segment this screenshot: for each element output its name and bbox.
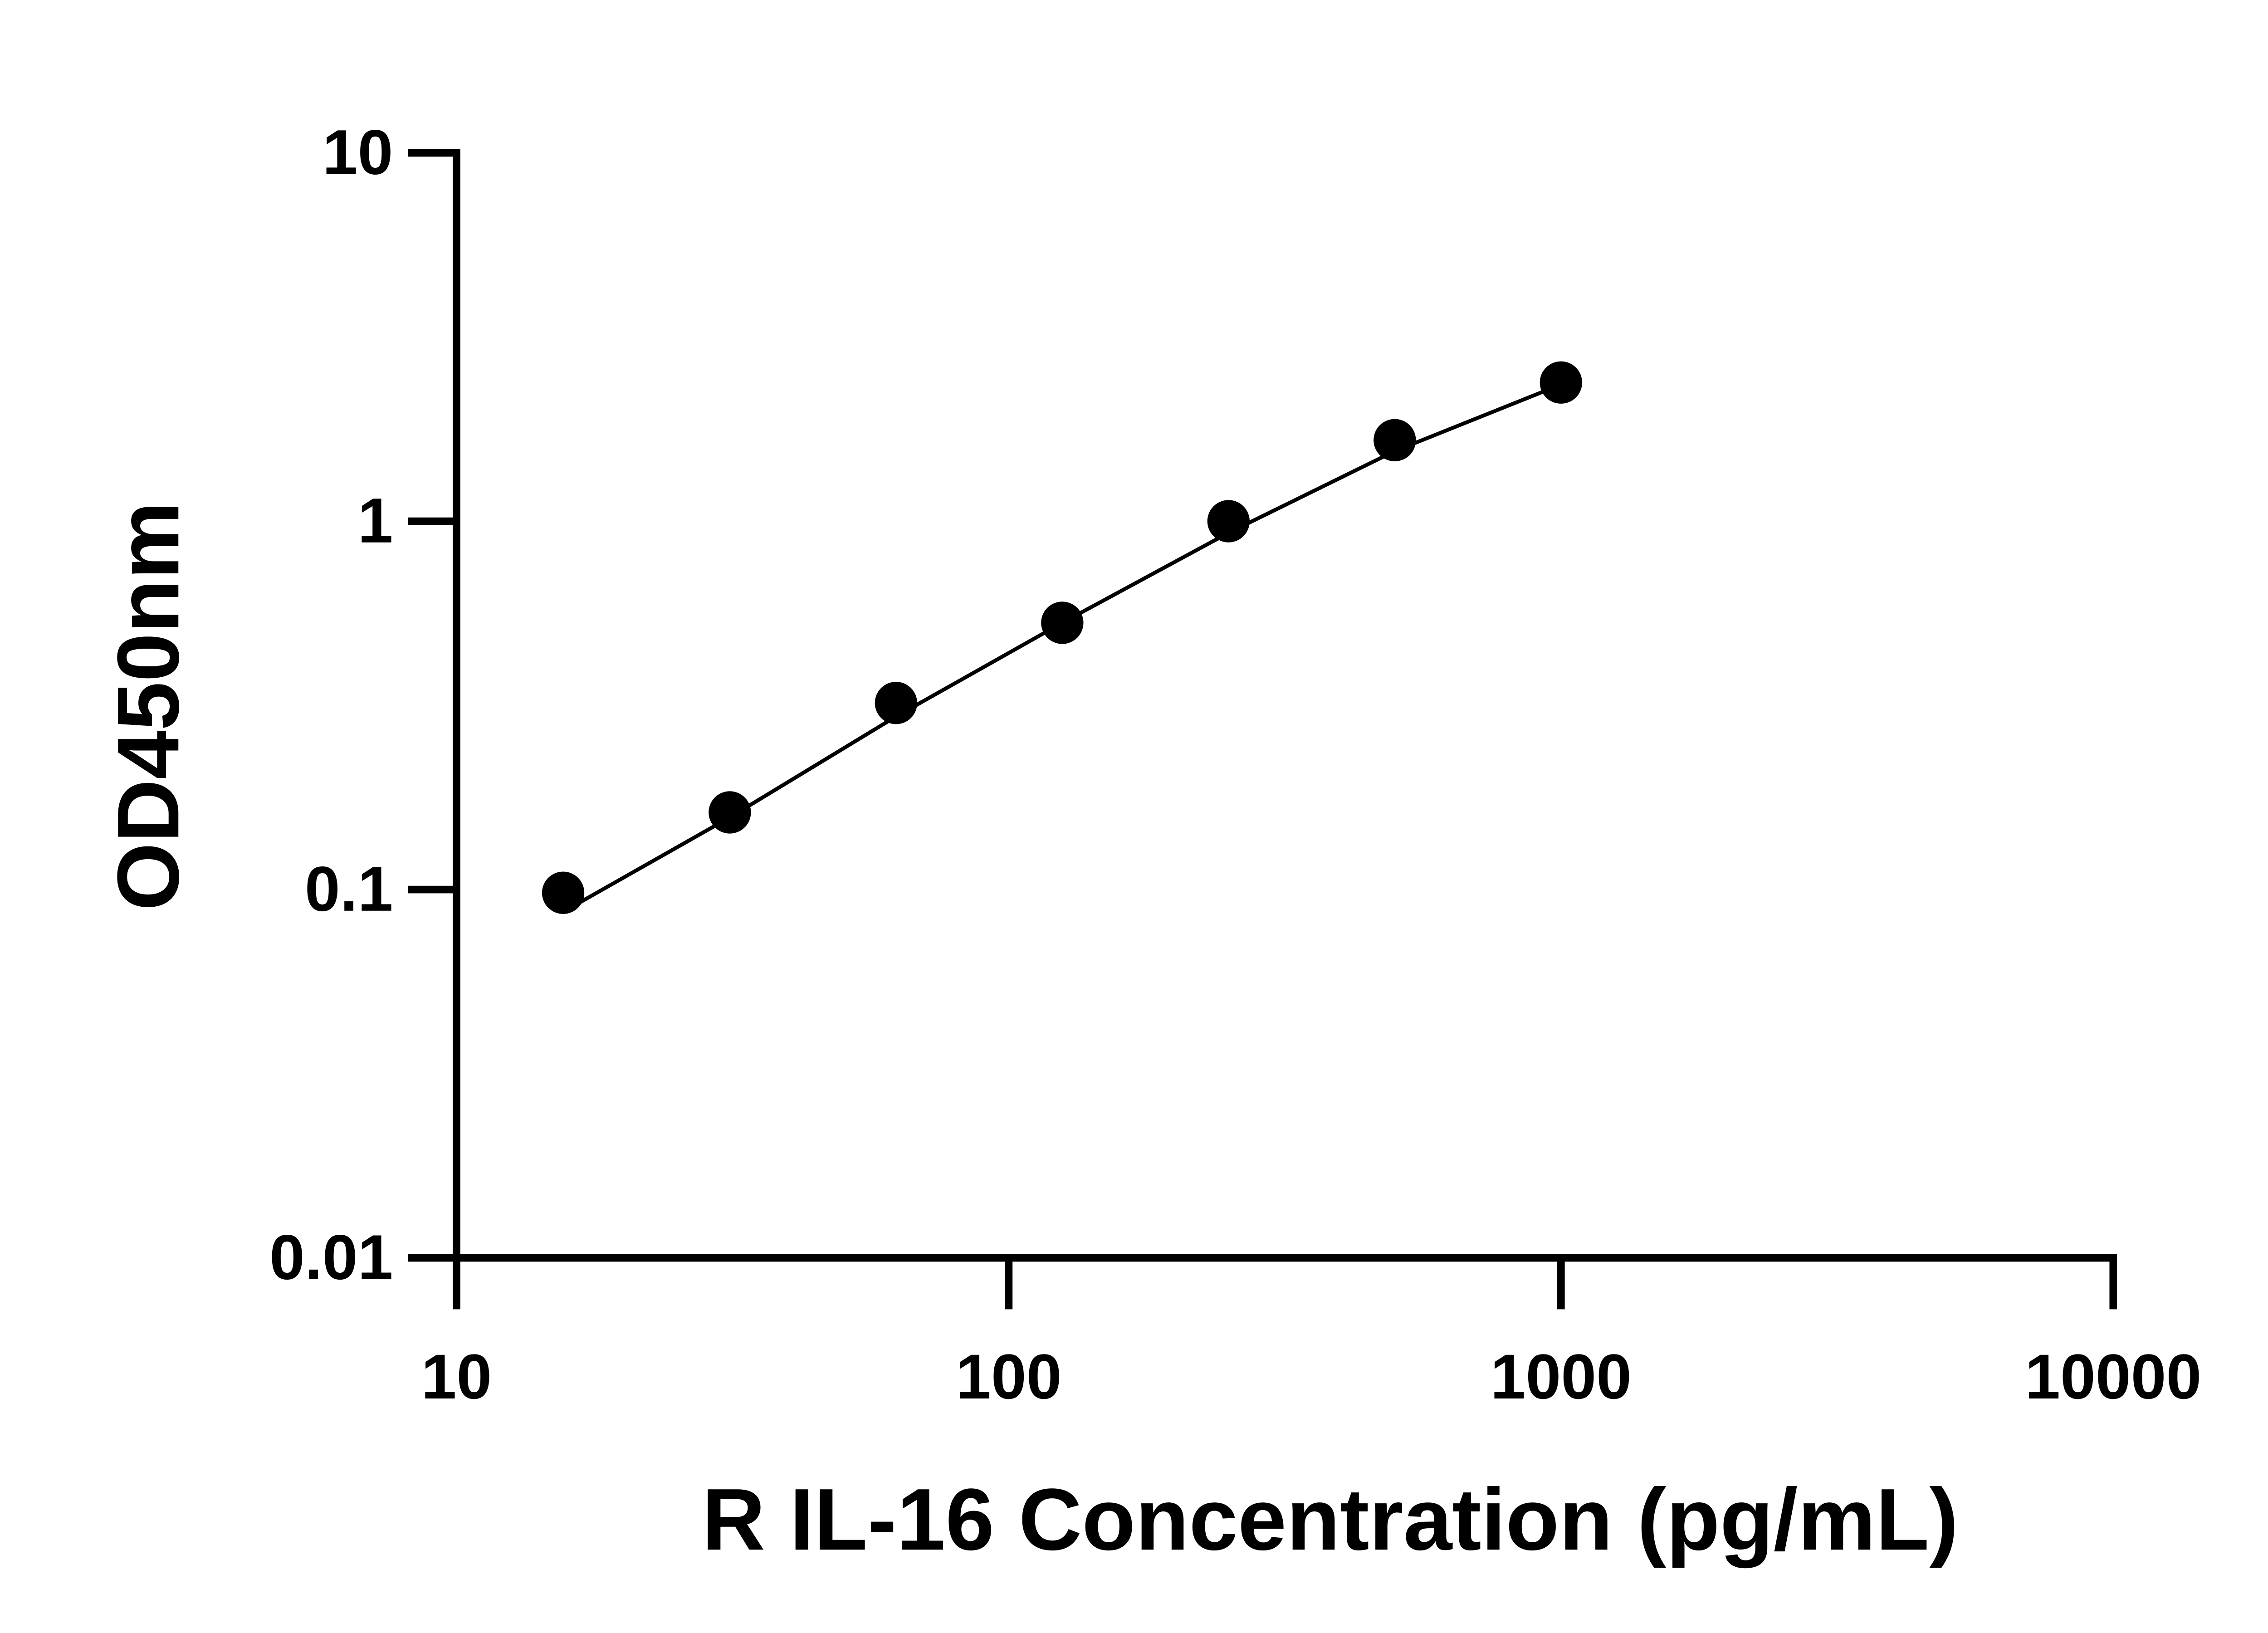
y-tick-label: 0.1 [305, 853, 393, 924]
x-tick-label: 10 [421, 1341, 492, 1412]
y-axis-title: OD450nm [99, 502, 197, 911]
data-point [1207, 500, 1250, 543]
x-tick-label: 100 [956, 1341, 1062, 1412]
data-point [1374, 419, 1416, 461]
data-point [542, 871, 585, 914]
y-tick-label: 0.01 [269, 1222, 393, 1293]
data-point [709, 791, 751, 834]
y-tick-label: 1 [358, 485, 393, 556]
x-axis-title: R IL-16 Concentration (pg/mL) [702, 1470, 1959, 1568]
x-tick-label: 1000 [1491, 1341, 1632, 1412]
fit-curve [562, 382, 1562, 914]
y-tick-label: 10 [323, 117, 393, 188]
data-point [1540, 361, 1582, 404]
data-point [875, 682, 918, 724]
x-tick-label: 10000 [2025, 1341, 2201, 1412]
data-point [1041, 601, 1084, 644]
